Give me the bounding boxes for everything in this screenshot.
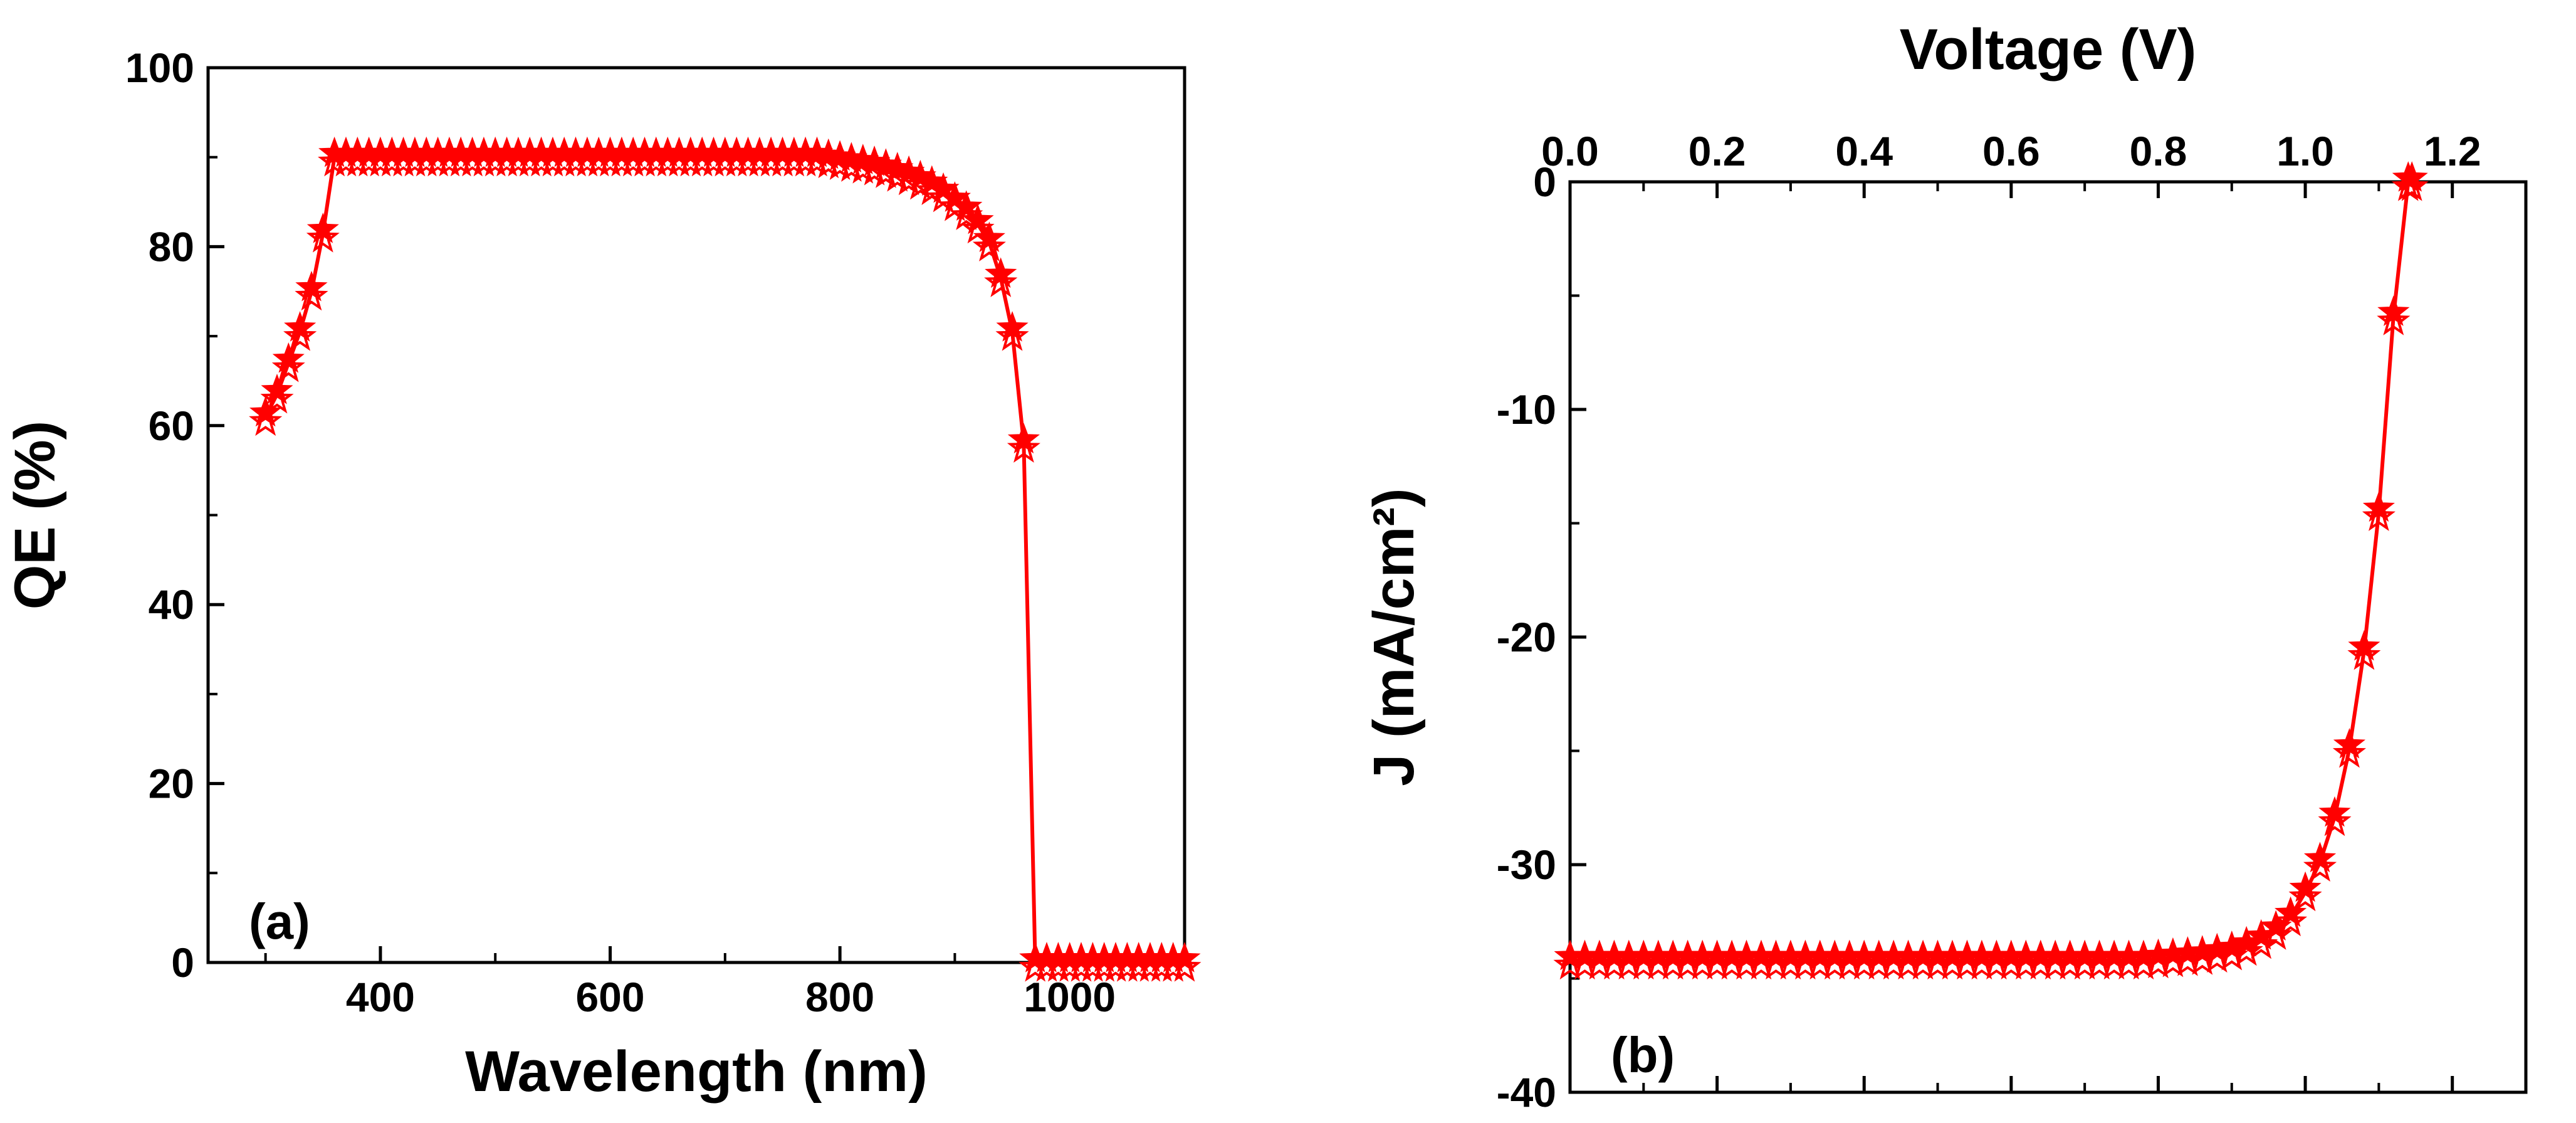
data-point-outline [2274, 904, 2308, 937]
data-point-outline [283, 319, 317, 351]
x-axis-title: Voltage (V) [1900, 18, 2197, 82]
data-point-outline [2377, 303, 2411, 335]
data-point [996, 311, 1029, 342]
x-tick-label: 0.8 [2130, 128, 2187, 174]
data-point-outline [2347, 638, 2381, 670]
plot-frame [206, 66, 1186, 964]
data-point [950, 190, 983, 221]
panel-label: (a) [249, 894, 310, 949]
data-point-outline [260, 382, 294, 414]
y-tick-label: 80 [149, 223, 194, 270]
x-tick-label: 0.2 [1689, 128, 1746, 174]
panel-label: (b) [1611, 1027, 1675, 1083]
y-tick-label: -20 [1497, 614, 1556, 660]
data-point [1168, 942, 1201, 973]
x-tick-label: 0.0 [1541, 128, 1599, 174]
data-point [2333, 728, 2366, 759]
y-tick-label: 40 [149, 581, 194, 628]
data-point-outline [2303, 850, 2337, 882]
data-point [961, 203, 994, 235]
panel-b: -40 -30 -20 -10 00.0 0.2 0.4 0.6 0.8 1.0 1.2 Voltag… [1362, 18, 2528, 1115]
x-tick-label: 800 [805, 974, 874, 1020]
data-point [306, 213, 339, 243]
data-point-outline [1168, 950, 1202, 982]
data-point [2303, 841, 2337, 873]
data-point [2318, 796, 2351, 827]
data-point [2289, 871, 2322, 902]
data-point-outline [1007, 431, 1040, 463]
data-point-outline [972, 229, 1006, 261]
y-axis-title: J (mA/cm²) [1362, 488, 1426, 786]
y-tick-label: 0 [171, 939, 194, 986]
x-tick-label: 1.2 [2424, 128, 2481, 174]
data-point [985, 257, 1017, 288]
y-tick-label: -30 [1497, 841, 1556, 888]
data-point [2395, 161, 2428, 192]
data-point-outline [2362, 499, 2395, 531]
x-tick-label: 400 [346, 974, 415, 1020]
data-point-outline [2244, 927, 2278, 959]
data-point-outline [2318, 804, 2352, 836]
data-point [2348, 630, 2380, 661]
x-axis-title: Wavelength (nm) [465, 1040, 928, 1104]
data-point [284, 311, 317, 342]
y-tick-label: -10 [1497, 386, 1556, 433]
data-point-outline [295, 278, 328, 311]
data-point [2377, 295, 2410, 326]
x-tick-label: 600 [575, 974, 644, 1020]
y-tick-label: 100 [125, 45, 194, 91]
data-point-outline [2332, 736, 2367, 768]
data-point [2362, 491, 2395, 522]
data-point [249, 396, 282, 427]
data-point-outline [306, 221, 340, 253]
panel-a: 0 20 40 60 80 100 400 600 800 1000 Wavelength (nm)… [3, 45, 1202, 1104]
data-point [1007, 423, 1040, 454]
data-point-outline [2395, 169, 2429, 201]
data-point [272, 342, 305, 373]
x-tick-label: 1000 [1024, 974, 1116, 1020]
data-point-outline [2288, 879, 2322, 912]
data-point-outline [249, 404, 283, 436]
data-point [973, 221, 1005, 253]
data-point [261, 374, 293, 404]
x-tick-label: 0.4 [1835, 128, 1893, 174]
x-tick-label: 1.0 [2276, 128, 2334, 174]
y-tick-label: 0 [1533, 159, 1556, 205]
y-tick-label: 60 [149, 403, 194, 449]
data-point [2275, 896, 2307, 927]
x-tick-label: 0.6 [1982, 128, 2040, 174]
data-point-outline [995, 319, 1029, 351]
data-point-outline [984, 265, 1018, 297]
series-line [263, 155, 1185, 964]
data-point-outline [271, 351, 305, 382]
y-axis-title: QE (%) [3, 421, 67, 610]
y-tick-label: -40 [1497, 1069, 1556, 1115]
series-line [1570, 180, 2412, 962]
y-tick-label: 20 [149, 761, 194, 807]
data-point [295, 270, 328, 302]
